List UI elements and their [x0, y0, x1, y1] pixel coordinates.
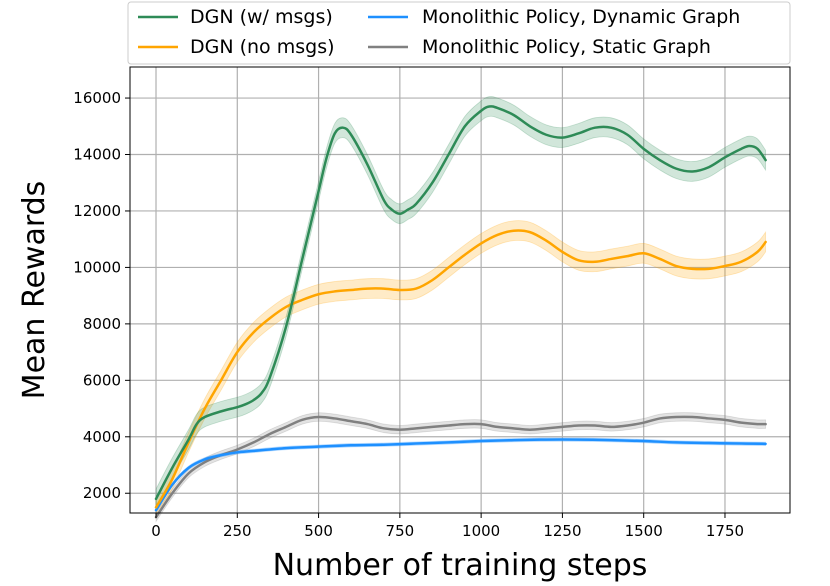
series-band-monolithic-static — [155, 412, 767, 523]
y-tick-label: 8000 — [83, 315, 121, 333]
series-line-monolithic-static — [154, 415, 767, 519]
x-tick-label: 750 — [386, 522, 415, 540]
y-tick-label: 12000 — [73, 202, 121, 220]
y-axis-ticks: 2000 4000 6000 8000 10000 12000 14000 16000 — [73, 89, 130, 502]
series-line-monolithic-dynamic — [154, 438, 767, 512]
y-tick-label: 2000 — [83, 484, 121, 502]
y-axis-label: Mean Rewards — [17, 181, 52, 400]
x-tick-label: 1500 — [625, 522, 663, 540]
plot-frame — [129, 66, 791, 514]
x-tick-label: 250 — [223, 522, 252, 540]
x-tick-label: 500 — [304, 522, 333, 540]
y-tick-label: 16000 — [73, 89, 121, 107]
series-lines — [154, 105, 767, 519]
x-tick-label: 1250 — [543, 522, 581, 540]
legend-label-dgn-no-msgs: DGN (no msgs) — [190, 36, 335, 58]
x-tick-label: 1000 — [462, 522, 500, 540]
x-axis-label: Number of training steps — [273, 548, 648, 583]
legend-box — [127, 1, 791, 65]
series-line-dgn-msgs — [154, 105, 767, 501]
series-band-monolithic-dynamic — [155, 437, 767, 514]
x-tick-label: 0 — [151, 522, 161, 540]
y-tick-label: 6000 — [83, 371, 121, 389]
y-tick-label: 4000 — [83, 428, 121, 446]
legend-label-monolithic-static: Monolithic Policy, Static Graph — [422, 36, 711, 58]
legend-label-dgn-msgs: DGN (w/ msgs) — [190, 6, 333, 28]
legend: DGN (w/ msgs) DGN (no msgs) Monolithic P… — [127, 1, 791, 65]
confidence-bands — [155, 96, 767, 523]
series-band-dgn-no-msgs — [155, 220, 767, 519]
x-axis-ticks: 0 250 500 750 1000 1250 1500 1750 — [151, 513, 744, 540]
series-band-dgn-msgs — [155, 96, 767, 509]
y-tick-label: 14000 — [73, 146, 121, 164]
y-tick-label: 10000 — [73, 258, 121, 276]
x-tick-label: 1750 — [706, 522, 744, 540]
series-line-dgn-no-msgs — [154, 229, 767, 509]
legend-label-monolithic-dynamic: Monolithic Policy, Dynamic Graph — [422, 6, 740, 28]
